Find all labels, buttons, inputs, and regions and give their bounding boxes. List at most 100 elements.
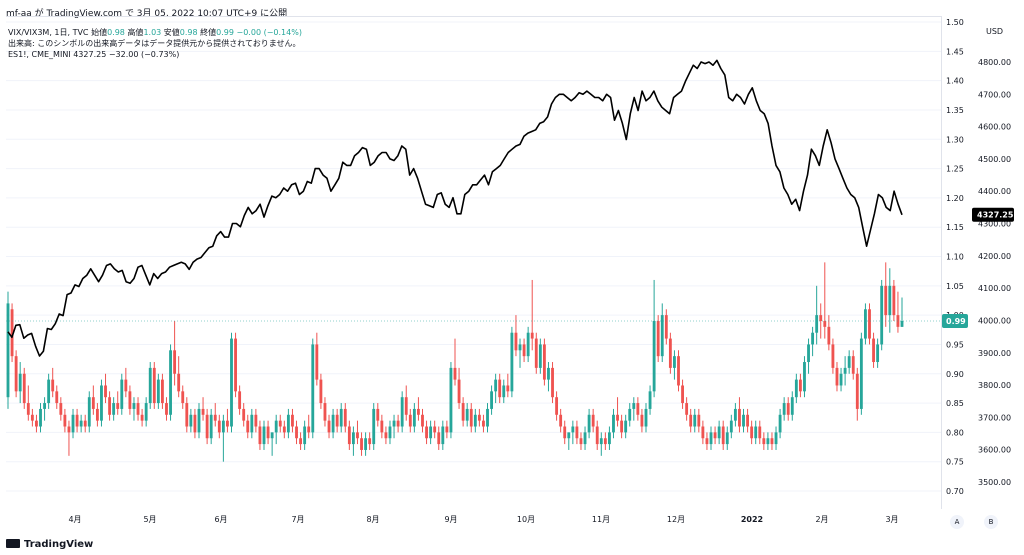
legend-line-3[interactable]: ES1!, CME_MINI 4327.25 −32.00 (−0.73%) <box>8 50 180 59</box>
candle-body <box>100 385 103 421</box>
candle-body <box>526 332 530 357</box>
candle-body <box>583 432 587 445</box>
candles <box>6 262 941 462</box>
candle-body <box>75 414 79 427</box>
candle-body <box>433 426 437 433</box>
candle-body <box>677 356 680 386</box>
legend-line-1: VIX/VIX3M, 1日, TVC 始値0.98 高値1.03 安値0.98 … <box>8 27 302 38</box>
ratio-last-badge <box>942 313 968 328</box>
es-tick-label: 4200.00 <box>978 252 1011 261</box>
candle-body <box>656 320 660 357</box>
auto-scale-button[interactable]: A <box>950 515 964 529</box>
candle-body <box>412 408 416 427</box>
ratio-tick-label: 1.15 <box>946 223 964 232</box>
candle-body <box>538 344 542 368</box>
candle-body <box>165 403 168 415</box>
candle-body <box>384 432 388 439</box>
candle-body <box>282 426 286 433</box>
ratio-tick-label: 0.85 <box>946 399 964 408</box>
candle-body <box>388 426 392 439</box>
es-tick-label: 4000.00 <box>978 316 1011 325</box>
candle-body <box>104 385 107 398</box>
legend: VIX/VIX3M, 1日, TVC 始値0.98 高値1.03 安値0.98 … <box>8 27 302 60</box>
ratio-last-value: 0.99 <box>946 317 966 326</box>
time-tick-label: 4月 <box>68 515 81 524</box>
candle-body <box>213 414 217 421</box>
legend-symbol[interactable]: VIX/VIX3M, 1日, TVC <box>8 28 89 37</box>
candle-body <box>217 420 221 433</box>
candle-body <box>254 414 258 427</box>
legend-high-label: 高値 <box>127 28 144 37</box>
candle-body <box>250 414 254 433</box>
candle-body <box>71 414 75 433</box>
candle-body <box>843 367 847 374</box>
legend-low: 0.98 <box>179 28 198 37</box>
candle-body <box>498 379 502 398</box>
candle-body <box>835 367 839 386</box>
ratio-tick-label: 1.05 <box>946 282 964 291</box>
candle-body <box>319 379 323 404</box>
candle-body <box>591 414 595 427</box>
candle-body <box>579 438 583 445</box>
candle-body <box>494 379 498 392</box>
es-axis: USD 4800.00 4700.00 4600.00 4500.00 4400.00 43… <box>972 27 1014 487</box>
candle-body <box>693 414 697 427</box>
ratio-tick-label: 0.90 <box>946 370 964 379</box>
candle-body <box>347 426 351 445</box>
candle-body <box>738 408 741 427</box>
candle-body <box>408 414 412 427</box>
candle-body <box>132 403 136 409</box>
ratio-tick-label: 0.70 <box>946 487 964 496</box>
candle-body <box>709 432 713 445</box>
candle-body <box>868 309 871 339</box>
candle-body <box>327 420 331 433</box>
candle-body <box>343 408 347 427</box>
candle-body <box>173 350 177 374</box>
candle-body <box>807 344 810 363</box>
candle-body <box>530 332 534 339</box>
es-axis-unit: USD <box>986 27 1003 36</box>
candle-body <box>445 426 449 433</box>
candle-body <box>181 391 185 404</box>
candle-body <box>156 379 160 404</box>
candle-body <box>51 379 55 392</box>
candle-body <box>534 338 538 368</box>
candle-body <box>449 367 453 433</box>
candle-body <box>477 414 481 421</box>
candle-body <box>632 403 636 409</box>
time-tick-label: 11月 <box>592 515 610 524</box>
candle-body <box>603 438 607 445</box>
es-last-badge <box>972 207 1014 222</box>
candle-body <box>859 338 863 409</box>
candle-body <box>786 403 790 415</box>
candle-body <box>815 315 819 333</box>
candle-body <box>616 414 619 421</box>
time-tick-label: 12月 <box>667 515 685 524</box>
grid-lines <box>6 21 941 492</box>
candle-body <box>575 426 579 439</box>
candle-body <box>47 379 51 404</box>
es-last-value: 4327.25 <box>977 211 1014 220</box>
candle-body <box>798 379 802 392</box>
candle-body <box>258 426 262 445</box>
publish-attribution: mf-aa が TradingView.com で 3月 05, 2022 10… <box>6 9 288 19</box>
candle-body <box>221 420 225 433</box>
log-scale-button[interactable]: B <box>984 515 998 529</box>
candle-body <box>201 408 205 415</box>
candle-body <box>758 426 762 439</box>
candle-body <box>360 438 363 450</box>
candle-body <box>376 408 380 421</box>
tradingview-logo[interactable]: TradingView <box>6 539 93 550</box>
time-tick-label: 5月 <box>143 515 156 524</box>
es-tick-label: 4400.00 <box>978 187 1011 196</box>
candle-body <box>291 414 294 427</box>
candle-body <box>746 414 750 427</box>
candle-body <box>372 408 376 445</box>
candle-body <box>754 426 758 439</box>
candle-body <box>872 338 875 363</box>
plot-area[interactable] <box>6 16 942 509</box>
ratio-tick-label: 0.75 <box>946 458 964 467</box>
candle-body <box>63 414 67 427</box>
candle-body <box>461 403 465 421</box>
